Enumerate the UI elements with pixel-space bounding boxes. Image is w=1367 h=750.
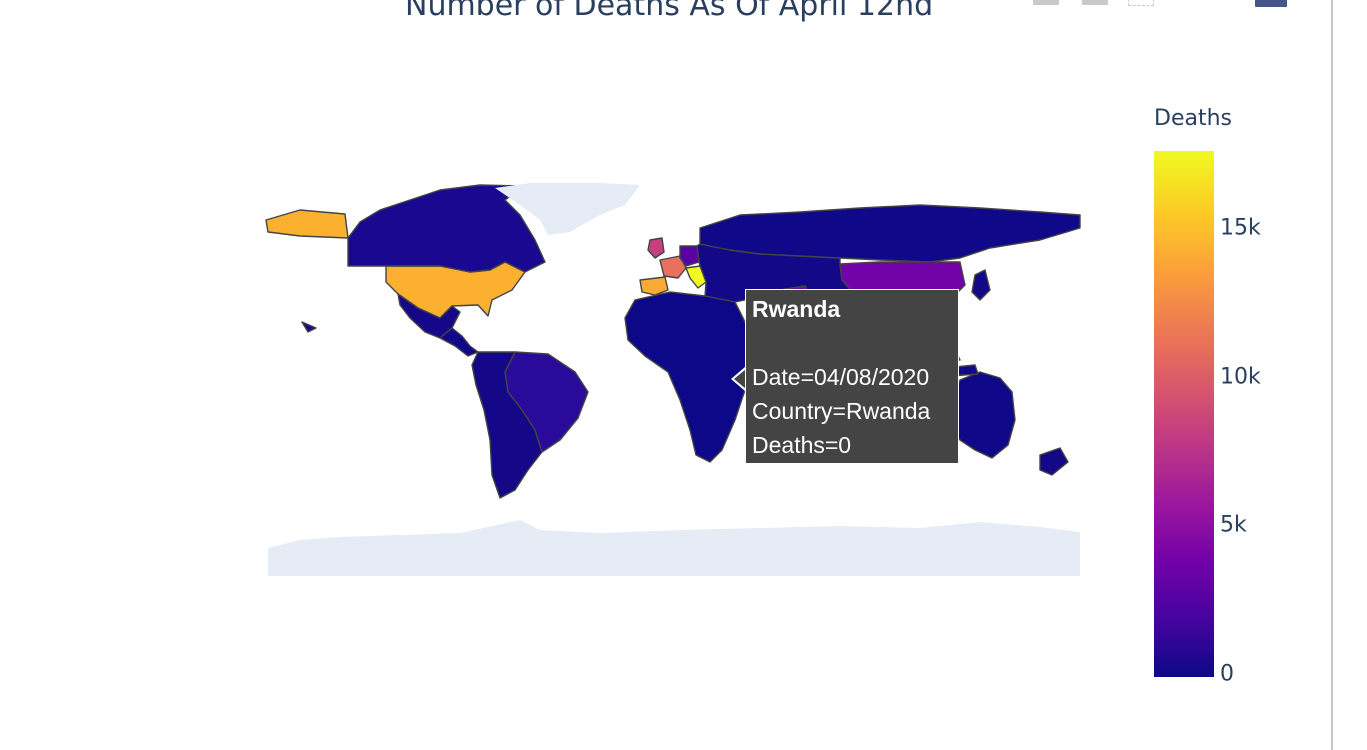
panel-border xyxy=(1331,0,1333,750)
tooltip-deaths: Deaths=0 xyxy=(752,432,852,458)
region-greenland xyxy=(495,183,640,235)
island-4[interactable] xyxy=(301,321,317,333)
tooltip-country-name: Rwanda xyxy=(752,296,841,322)
world-map xyxy=(265,183,1081,576)
region-canada[interactable] xyxy=(347,184,546,273)
plot-area: Number of Deaths As Of April 12nd Deaths… xyxy=(265,0,1287,687)
colorbar-tick-label: 5k xyxy=(1220,512,1247,538)
colorbar-tick-label: 0 xyxy=(1220,661,1234,687)
zoom-in-icon[interactable] xyxy=(1033,0,1059,5)
region-italy[interactable] xyxy=(685,265,707,289)
region-spain[interactable] xyxy=(639,276,669,296)
region-france[interactable] xyxy=(659,255,687,279)
chart-title: Number of Deaths As Of April 12nd xyxy=(405,0,934,23)
colorbar-title: Deaths xyxy=(1154,106,1232,131)
tooltip-country: Country=Rwanda xyxy=(752,398,931,424)
tooltip-date: Date=04/08/2020 xyxy=(752,364,930,390)
region-south-america-rest[interactable] xyxy=(471,351,543,499)
island-1[interactable] xyxy=(971,269,991,301)
colorbar-tick-label: 15k xyxy=(1220,215,1261,241)
island-0[interactable] xyxy=(1039,447,1069,476)
region-central-america[interactable] xyxy=(439,327,479,357)
hover-tooltip: Rwanda Date=04/08/2020 Country=Rwanda De… xyxy=(745,289,959,464)
plotly-logo-icon[interactable] xyxy=(1255,0,1287,7)
tooltip-arrow-fill xyxy=(734,369,746,389)
region-germany[interactable] xyxy=(679,245,700,267)
zoom-out-icon[interactable] xyxy=(1082,0,1108,5)
colorbar-tick-label: 10k xyxy=(1220,364,1261,390)
region-antarctica xyxy=(268,520,1080,576)
colorbar xyxy=(1154,151,1214,677)
autoscale-icon[interactable] xyxy=(1128,0,1154,6)
region-africa[interactable] xyxy=(624,291,761,463)
region-russia[interactable] xyxy=(699,204,1081,263)
region-uk[interactable] xyxy=(647,237,665,259)
